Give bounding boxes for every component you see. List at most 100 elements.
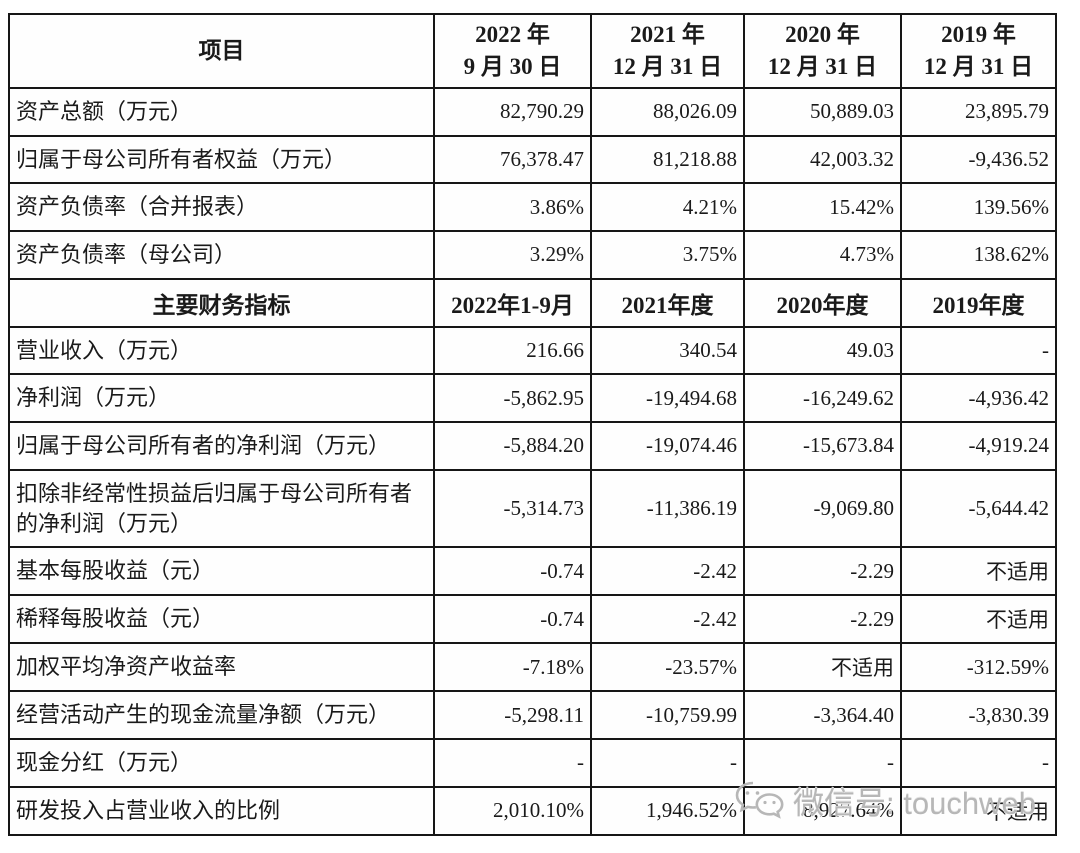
value-cell: 138.62%	[900, 230, 1057, 280]
table-row-operating-cash-flow: 经营活动产生的现金流量净额（万元） -5,298.11 -10,759.99 -…	[8, 690, 1057, 740]
row-label: 经营活动产生的现金流量净额（万元）	[8, 690, 435, 740]
value-cell: -4,919.24	[900, 421, 1057, 471]
table-header-row: 项目 2022 年 9 月 30 日 2021 年 12 月 31 日 2020…	[8, 13, 1057, 89]
value-cell: 42,003.32	[743, 134, 902, 185]
period-line1: 2019 年	[941, 22, 1016, 48]
row-label: 基本每股收益（元）	[8, 546, 435, 597]
value-cell: 50,889.03	[743, 87, 902, 137]
period-line1: 2021 年	[630, 22, 705, 48]
value-cell: -19,074.46	[590, 421, 745, 471]
value-cell: -5,862.95	[433, 373, 592, 424]
value-cell: 216.66	[433, 325, 592, 376]
value-cell: 139.56%	[900, 182, 1057, 233]
watermark: 微信号: touchweb	[733, 778, 1036, 823]
table-row-diluted-eps: 稀释每股收益（元） -0.74 -2.42 -2.29 不适用	[8, 594, 1057, 645]
section-header-2020: 2020年度	[743, 277, 902, 328]
value-cell: 82,790.29	[433, 87, 592, 137]
row-label: 现金分红（万元）	[8, 737, 435, 788]
value-cell: 3.29%	[433, 230, 592, 280]
table-row-basic-eps: 基本每股收益（元） -0.74 -2.42 -2.29 不适用	[8, 546, 1057, 597]
value-cell: -19,494.68	[590, 373, 745, 424]
value-cell: 15.42%	[743, 182, 902, 233]
value-cell: -2.29	[743, 594, 902, 645]
value-cell: 4.73%	[743, 230, 902, 280]
section-header-2022: 2022年1-9月	[433, 277, 592, 328]
table-row-debt-ratio-consolidated: 资产负债率（合并报表） 3.86% 4.21% 15.42% 139.56%	[8, 182, 1057, 233]
value-cell: 340.54	[590, 325, 745, 376]
column-header-2022: 2022 年 9 月 30 日	[433, 13, 592, 89]
value-cell: -312.59%	[900, 642, 1057, 693]
value-cell: 3.75%	[590, 230, 745, 280]
table-row-revenue: 营业收入（万元） 216.66 340.54 49.03 -	[8, 325, 1057, 376]
row-label: 归属于母公司所有者权益（万元）	[8, 134, 435, 185]
value-cell: -11,386.19	[590, 468, 745, 549]
value-cell: 81,218.88	[590, 134, 745, 185]
value-cell: -	[433, 737, 592, 788]
table-row-weighted-roe: 加权平均净资产收益率 -7.18% -23.57% 不适用 -312.59%	[8, 642, 1057, 693]
value-cell: 23,895.79	[900, 87, 1057, 137]
row-label: 资产总额（万元）	[8, 87, 435, 137]
value-cell: 不适用	[900, 785, 1057, 836]
value-cell: -9,436.52	[900, 134, 1057, 185]
value-cell: 不适用	[900, 546, 1057, 597]
value-cell: 88,026.09	[590, 87, 745, 137]
value-cell: -10,759.99	[590, 690, 745, 740]
value-cell: -2.42	[590, 546, 745, 597]
value-cell: -0.74	[433, 594, 592, 645]
period-line1: 2022 年	[475, 22, 550, 48]
section-header-2021: 2021年度	[590, 277, 745, 328]
row-label: 扣除非经常性损益后归属于母公司所有者的净利润（万元）	[8, 468, 435, 549]
value-cell: 2,010.10%	[433, 785, 592, 836]
value-cell: -4,936.42	[900, 373, 1057, 424]
value-cell: -5,644.42	[900, 468, 1057, 549]
value-cell: 3.86%	[433, 182, 592, 233]
value-cell: -5,314.73	[433, 468, 592, 549]
table-row-debt-ratio-parent: 资产负债率（母公司） 3.29% 3.75% 4.73% 138.62%	[8, 230, 1057, 280]
table-row-parent-net-profit: 归属于母公司所有者的净利润（万元） -5,884.20 -19,074.46 -…	[8, 421, 1057, 471]
period-line2: 9 月 30 日	[463, 54, 562, 79]
value-cell: -16,249.62	[743, 373, 902, 424]
wechat-icon	[733, 780, 785, 822]
value-cell: -15,673.84	[743, 421, 902, 471]
value-cell: -9,069.80	[743, 468, 902, 549]
column-header-item: 项目	[8, 13, 435, 89]
financial-summary-table: 项目 2022 年 9 月 30 日 2021 年 12 月 31 日 2020…	[8, 13, 1057, 836]
column-header-2021: 2021 年 12 月 31 日	[590, 13, 745, 89]
value-cell: -5,884.20	[433, 421, 592, 471]
value-cell: -3,364.40	[743, 690, 902, 740]
value-cell: 76,378.47	[433, 134, 592, 185]
value-cell: -7.18%	[433, 642, 592, 693]
row-label: 加权平均净资产收益率	[8, 642, 435, 693]
row-label: 资产负债率（母公司）	[8, 230, 435, 280]
value-cell: 4.21%	[590, 182, 745, 233]
table-row-deducted-net-profit: 扣除非经常性损益后归属于母公司所有者的净利润（万元） -5,314.73 -11…	[8, 468, 1057, 549]
table-row-total-assets: 资产总额（万元） 82,790.29 88,026.09 50,889.03 2…	[8, 87, 1057, 137]
watermark-text: 微信号: touchweb	[793, 786, 1036, 821]
column-header-2019: 2019 年 12 月 31 日	[900, 13, 1057, 89]
row-label: 净利润（万元）	[8, 373, 435, 424]
value-cell: 不适用	[900, 594, 1057, 645]
value-cell: 1,946.52%	[590, 785, 745, 836]
period-line2: 12 月 31 日	[767, 54, 878, 79]
indicator-section-header-row: 主要财务指标 2022年1-9月 2021年度 2020年度 2019年度	[8, 277, 1057, 328]
table-row-cash-dividend: 现金分红（万元） - - - -	[8, 737, 1057, 788]
value-cell: -2.42	[590, 594, 745, 645]
value-cell: -	[743, 737, 902, 788]
value-cell: 49.03	[743, 325, 902, 376]
table-row-parent-equity: 归属于母公司所有者权益（万元） 76,378.47 81,218.88 42,0…	[8, 134, 1057, 185]
row-label: 归属于母公司所有者的净利润（万元）	[8, 421, 435, 471]
period-line1: 2020 年	[785, 22, 860, 48]
row-label: 研发投入占营业收入的比例	[8, 785, 435, 836]
table-row-net-profit: 净利润（万元） -5,862.95 -19,494.68 -16,249.62 …	[8, 373, 1057, 424]
value-cell: -	[900, 325, 1057, 376]
value-cell: -2.29	[743, 546, 902, 597]
value-cell: -23.57%	[590, 642, 745, 693]
section-header-2019: 2019年度	[900, 277, 1057, 328]
value-cell: -0.74	[433, 546, 592, 597]
row-label: 稀释每股收益（元）	[8, 594, 435, 645]
section-header-label: 主要财务指标	[8, 277, 435, 328]
period-line2: 12 月 31 日	[923, 54, 1034, 79]
column-header-2020: 2020 年 12 月 31 日	[743, 13, 902, 89]
value-cell: -3,830.39	[900, 690, 1057, 740]
